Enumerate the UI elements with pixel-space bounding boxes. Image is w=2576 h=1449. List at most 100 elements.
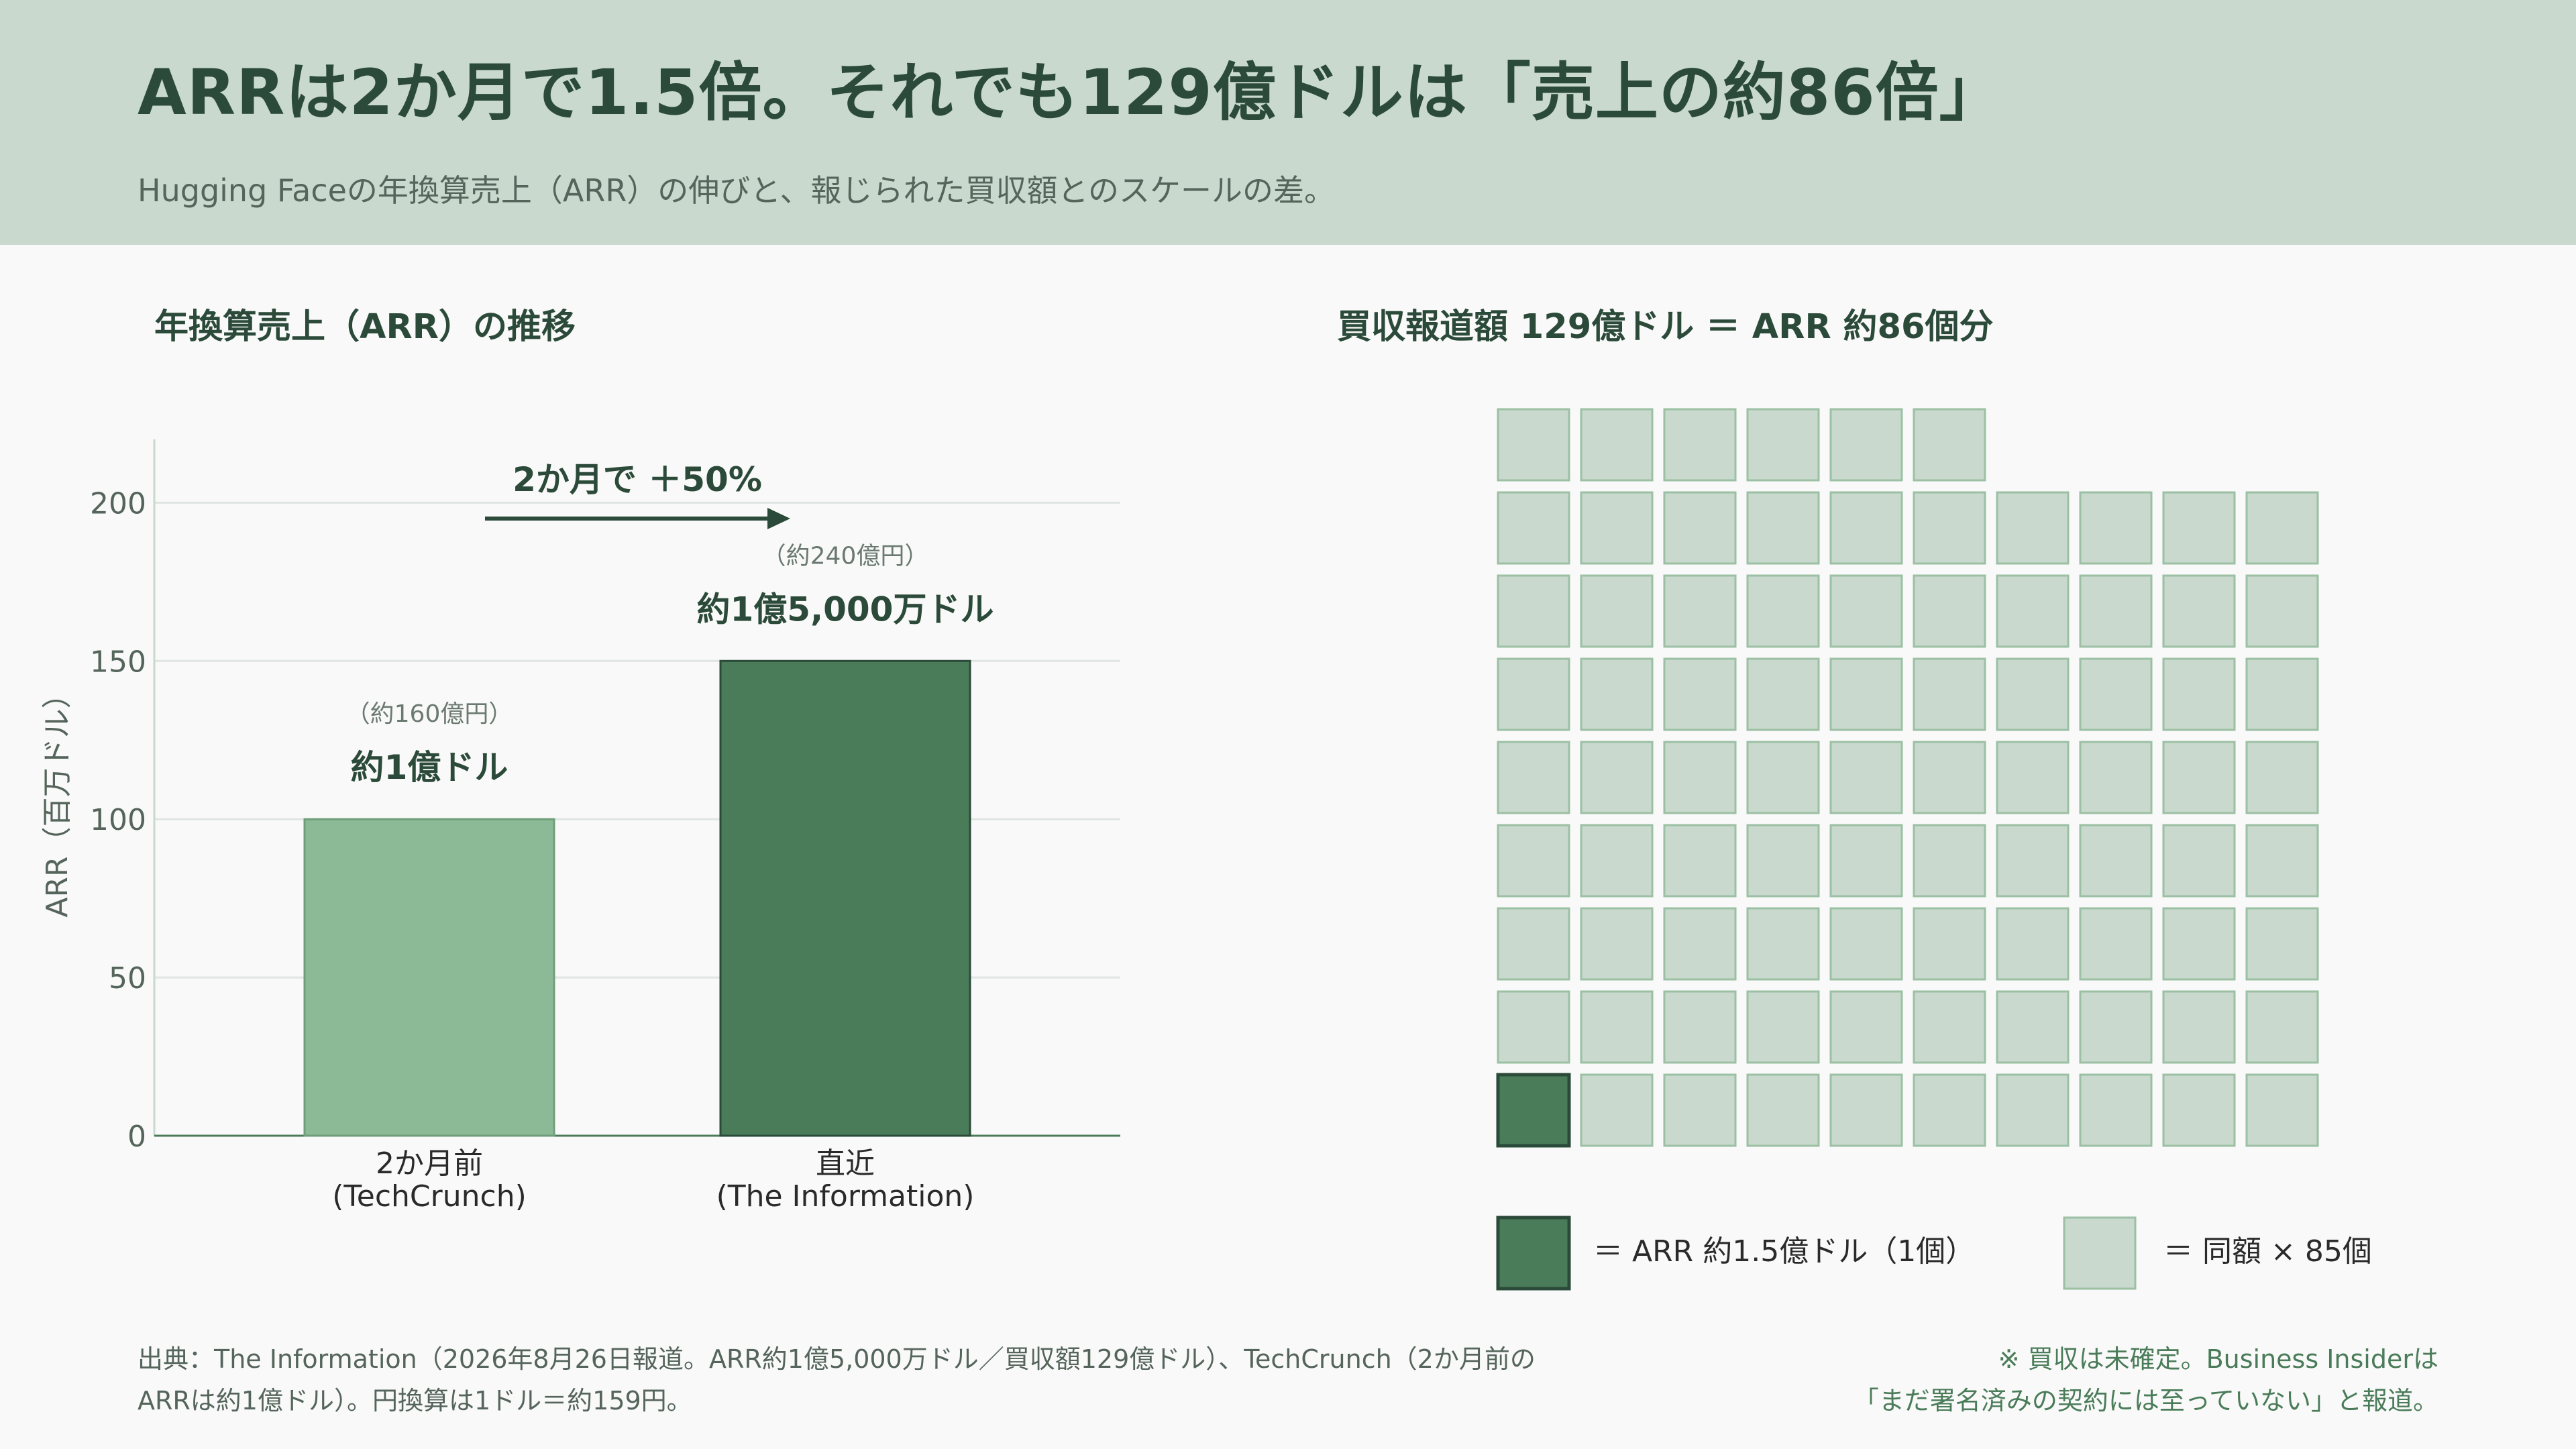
waffle-square bbox=[1663, 907, 1737, 981]
waffle-square-arr bbox=[1496, 1073, 1571, 1148]
bar-yen-label: （約160億円） bbox=[346, 700, 513, 728]
waffle-square bbox=[1497, 657, 1570, 731]
waffle-square bbox=[1497, 824, 1570, 898]
y-tick-label: 150 bbox=[90, 645, 146, 679]
waffle-square bbox=[1913, 491, 1986, 565]
waffle-square bbox=[1746, 907, 1820, 981]
waffle-square bbox=[1996, 657, 2070, 731]
waffle-square bbox=[1746, 408, 1820, 482]
waffle-square bbox=[1913, 907, 1986, 981]
waffle-square bbox=[2162, 824, 2236, 898]
waffle-square bbox=[1996, 574, 2070, 648]
waffle-square bbox=[1580, 574, 1654, 648]
waffle-square bbox=[1996, 491, 2070, 565]
waffle-square bbox=[1829, 907, 1903, 981]
waffle-square bbox=[1580, 824, 1654, 898]
legend-swatch-multiple bbox=[2063, 1216, 2137, 1290]
waffle-square bbox=[1580, 741, 1654, 814]
waffle-square bbox=[1663, 408, 1737, 482]
legend-label-multiple: ＝ 同額 × 85個 bbox=[2163, 1234, 2372, 1269]
waffle-square bbox=[1663, 657, 1737, 731]
waffle-square bbox=[2245, 491, 2319, 565]
waffle-square bbox=[2245, 574, 2319, 648]
growth-annotation: 2か月で ＋50% bbox=[513, 460, 762, 499]
waffle-square bbox=[2079, 657, 2153, 731]
waffle-square bbox=[2079, 741, 2153, 814]
waffle-square bbox=[2162, 574, 2236, 648]
waffle-square bbox=[1580, 1073, 1654, 1147]
x-tick-label: 2か月前 bbox=[376, 1146, 483, 1181]
waffle-square bbox=[2245, 657, 2319, 731]
waffle-square bbox=[1497, 408, 1570, 482]
source-note: 出典：The Information（2026年8月26日報道。ARR約1億5,… bbox=[138, 1344, 1536, 1415]
x-tick-label: 直近 bbox=[816, 1146, 875, 1181]
waffle-square bbox=[1913, 824, 1986, 898]
waffle-square bbox=[2162, 741, 2236, 814]
waffle-square bbox=[2079, 824, 2153, 898]
disclaimer-note: ※ 買収は未確定。Business Insiderは 「まだ署名済みの契約には至… bbox=[1701, 1338, 2438, 1421]
bar bbox=[719, 659, 971, 1137]
waffle-square bbox=[1746, 824, 1820, 898]
waffle-square bbox=[2245, 990, 2319, 1064]
waffle-square bbox=[1829, 574, 1903, 648]
waffle-square bbox=[2245, 824, 2319, 898]
waffle-square bbox=[2162, 491, 2236, 565]
waffle-square bbox=[2162, 657, 2236, 731]
y-tick-label: 100 bbox=[90, 803, 146, 837]
page-subtitle: Hugging Faceの年換算売上（ARR）の伸びと、報じられた買収額とのスケ… bbox=[138, 172, 1336, 209]
bar-yen-label: （約240億円） bbox=[762, 542, 929, 570]
waffle-square bbox=[2162, 990, 2236, 1064]
waffle-square bbox=[1580, 907, 1654, 981]
waffle-square bbox=[1497, 574, 1570, 648]
waffle-square bbox=[1746, 657, 1820, 731]
disclaimer-line-2: 「まだ署名済みの契約には至っていない」と報道。 bbox=[1853, 1386, 2438, 1415]
y-tick-label: 50 bbox=[109, 961, 146, 996]
waffle-square bbox=[2079, 990, 2153, 1064]
waffle-square bbox=[1746, 741, 1820, 814]
waffle-square bbox=[2245, 1073, 2319, 1147]
waffle-square bbox=[1663, 491, 1737, 565]
bar-value-label: 約1億ドル bbox=[351, 748, 508, 787]
waffle-square bbox=[1913, 408, 1986, 482]
waffle-square bbox=[2162, 1073, 2236, 1147]
waffle-square bbox=[1829, 491, 1903, 565]
waffle-square bbox=[1497, 907, 1570, 981]
waffle-square bbox=[1913, 1073, 1986, 1147]
legend-swatch-arr bbox=[1496, 1216, 1571, 1291]
waffle-square bbox=[1663, 990, 1737, 1064]
waffle-square bbox=[1996, 741, 2070, 814]
growth-arrow-head bbox=[767, 508, 790, 529]
waffle-square bbox=[1996, 1073, 2070, 1147]
waffle-square bbox=[1746, 990, 1820, 1064]
waffle-square bbox=[2245, 741, 2319, 814]
y-tick-label: 200 bbox=[90, 486, 146, 521]
legend-label-arr: ＝ ARR 約1.5億ドル（1個） bbox=[1593, 1234, 1975, 1269]
waffle-square bbox=[1829, 657, 1903, 731]
y-tick-label: 0 bbox=[127, 1120, 146, 1154]
waffle-square bbox=[1913, 574, 1986, 648]
waffle-square bbox=[1829, 1073, 1903, 1147]
waffle-square bbox=[1663, 574, 1737, 648]
waffle-square bbox=[1829, 824, 1903, 898]
waffle-square bbox=[1996, 990, 2070, 1064]
waffle-square bbox=[2079, 907, 2153, 981]
waffle-square bbox=[2079, 491, 2153, 565]
header-banner: ARRは2か月で1.5倍。それでも129億ドルは「売上の約86倍」 Huggin… bbox=[0, 0, 2576, 245]
page-title: ARRは2か月で1.5倍。それでも129億ドルは「売上の約86倍」 bbox=[138, 56, 2003, 129]
waffle-square bbox=[2245, 907, 2319, 981]
waffle-square bbox=[1996, 824, 2070, 898]
waffle-square bbox=[2079, 574, 2153, 648]
waffle-square bbox=[1829, 741, 1903, 814]
waffle-square bbox=[1580, 408, 1654, 482]
waffle-square bbox=[1829, 990, 1903, 1064]
waffle-square bbox=[2162, 907, 2236, 981]
waffle-square bbox=[1829, 408, 1903, 482]
waffle-square bbox=[1580, 657, 1654, 731]
waffle-square bbox=[1913, 741, 1986, 814]
waffle-square bbox=[1663, 1073, 1737, 1147]
bar bbox=[303, 818, 555, 1137]
waffle-square bbox=[1497, 491, 1570, 565]
waffle-square bbox=[1580, 491, 1654, 565]
x-tick-sublabel: (The Information) bbox=[716, 1179, 975, 1214]
